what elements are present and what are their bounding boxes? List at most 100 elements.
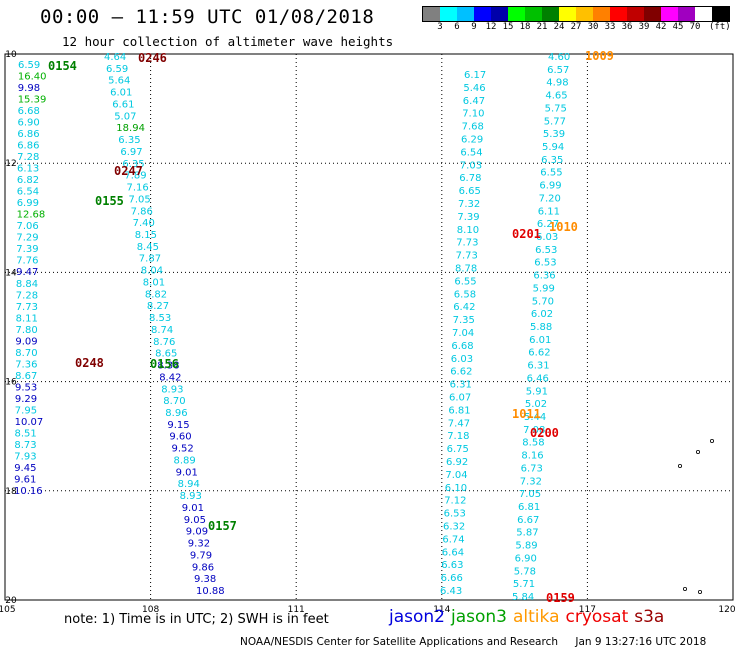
wave-height-value: 10.07 [15,417,44,428]
wave-height-value: 7.40 [133,218,155,229]
wave-height-value: 6.62 [450,367,472,378]
wave-height-value: 9.86 [192,562,214,573]
colorbar-swatch [491,7,508,21]
credit-line: NOAA/NESDIS Center for Satellite Applica… [240,636,720,648]
wave-height-value: 8.27 [147,301,169,312]
wave-height-value: 8.93 [161,384,183,395]
wave-height-value: 9.01 [176,467,198,478]
wave-height-value: 7.05 [519,489,541,500]
wave-height-value: 5.89 [515,541,537,552]
wave-height-value: 6.97 [120,147,142,158]
wave-height-value: 7.39 [457,212,479,223]
wave-height-value: 6.78 [459,173,481,184]
wave-height-value: 5.07 [114,111,136,122]
wave-height-value: 6.01 [529,335,551,346]
wave-height-value: 4.65 [545,91,567,102]
satellite-legend-jason3: jason3 [451,607,507,627]
longitude-label: 117 [579,605,596,615]
wave-height-value: 7.87 [139,254,161,265]
wave-height-value: 4.98 [546,78,568,89]
pass-time-label: 0247 [114,164,143,178]
wave-height-value: 6.62 [528,348,550,359]
wave-height-value: 6.74 [442,534,464,545]
wave-height-value: 5.70 [532,296,554,307]
wave-height-value: 8.94 [178,479,200,490]
island-outline [683,587,688,592]
wave-height-value: 4.60 [548,52,570,63]
latitude-label: 18 [5,487,17,497]
wave-height-value: 6.10 [445,483,467,494]
wave-height-value: 6.35 [122,159,144,170]
wave-height-value: 8.89 [174,456,196,467]
wave-height-value: 6.32 [443,522,465,533]
wave-height-value: 9.53 [15,382,37,393]
wave-height-value: 5.88 [530,322,552,333]
colorbar-tick: 18 [519,22,531,32]
wave-height-value: 8.04 [141,266,163,277]
wave-height-value: 8.01 [143,278,165,289]
colorbar-swatch [610,7,627,21]
wave-height-value: 7.86 [131,206,153,217]
island-outline [710,438,715,443]
wave-height-value: 6.81 [518,502,540,513]
colorbar-tick: 6 [454,22,460,32]
colorbar-unit: (ft) [709,22,731,32]
wave-height-value: 8.70 [163,396,185,407]
wave-height-value: 6.73 [521,463,543,474]
colorbar-swatch [576,7,593,21]
colorbar-tick: 24 [553,22,565,32]
wave-height-value: 6.07 [449,393,471,404]
wave-height-value: 16.40 [18,72,47,83]
wave-height-value: 8.96 [165,408,187,419]
colorbar-swatch [525,7,542,21]
wave-height-value: 9.09 [186,527,208,538]
wave-height-value: 6.64 [442,547,464,558]
colorbar-swatch [593,7,610,21]
wave-height-value: 6.66 [441,573,463,584]
wave-height-value: 6.63 [441,560,463,571]
wave-height-value: 6.02 [531,309,553,320]
wave-height-value: 5.84 [512,592,534,603]
pass-time-label: 0154 [48,59,77,73]
colorbar-tick: 3 [437,22,443,32]
wave-height-value: 7.47 [448,418,470,429]
wave-height-value: 6.86 [17,141,39,152]
wave-height-value: 6.13 [17,164,39,175]
wave-height-value: 6.61 [112,100,134,111]
wave-height-value: 9.45 [14,463,36,474]
wave-height-value: 7.35 [453,315,475,326]
wave-height-value: 12.68 [17,210,46,221]
wave-height-value: 6.99 [17,198,39,209]
wave-height-value: 7.12 [444,496,466,507]
pass-time-label: 0157 [208,519,237,533]
satellite-legend-s3a: s3a [634,607,665,627]
wave-height-value: 6.42 [453,302,475,313]
pass-time-label: 0200 [530,426,559,440]
wave-height-value: 5.94 [542,142,564,153]
wave-height-value: 7.32 [520,476,542,487]
credit-organization: NOAA/NESDIS Center for Satellite Applica… [240,636,558,648]
colorbar-swatch [644,7,661,21]
wave-height-value: 5.46 [463,83,485,94]
pass-time-label: 0156 [150,357,179,371]
wave-height-value: 6.75 [447,444,469,455]
wave-height-value: 9.47 [16,267,38,278]
wave-height-value: 6.53 [534,258,556,269]
wave-height-value: 6.35 [541,155,563,166]
island-outline [696,449,701,454]
wave-height-value: 6.53 [444,509,466,520]
wave-height-value: 6.59 [18,60,40,71]
wave-height-value: 7.10 [462,109,484,120]
colorbar-tick: 30 [587,22,599,32]
wave-height-value: 6.58 [454,289,476,300]
wave-height-value: 6.92 [446,457,468,468]
wave-height-value: 5.75 [545,103,567,114]
wave-height-value: 6.65 [459,186,481,197]
map-title: 00:00 – 11:59 UTC 01/08/2018 [40,6,375,28]
wave-height-value: 6.36 [533,271,555,282]
wave-height-value: 8.58 [522,438,544,449]
island-outline [698,590,703,595]
wave-height-value: 8.73 [14,440,36,451]
colorbar-tick: 42 [655,22,667,32]
wave-height-value: 10.16 [14,486,43,497]
